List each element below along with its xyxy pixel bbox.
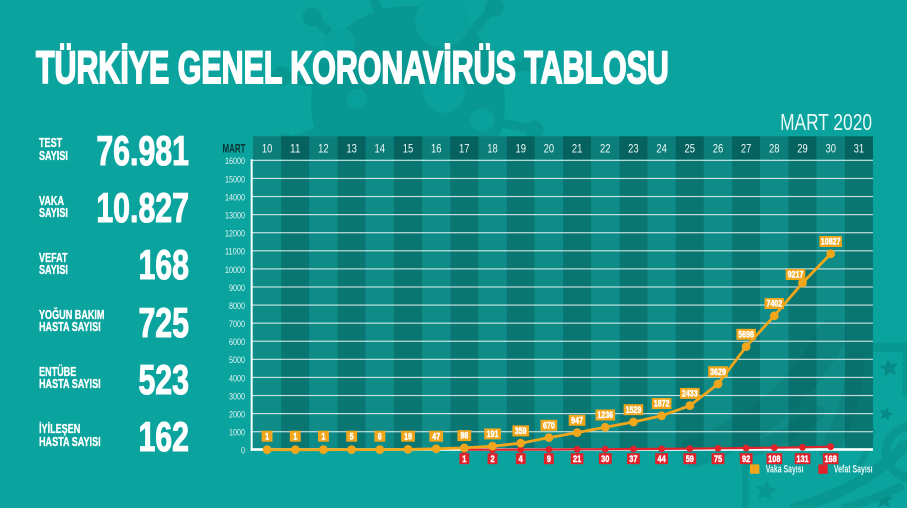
svg-text:27: 27 — [741, 143, 752, 155]
svg-text:1000: 1000 — [229, 428, 245, 438]
svg-text:20: 20 — [544, 143, 555, 155]
svg-text:15000: 15000 — [225, 174, 245, 184]
svg-text:6: 6 — [378, 431, 382, 441]
svg-text:1529: 1529 — [626, 405, 642, 415]
svg-text:9000: 9000 — [229, 283, 245, 293]
svg-text:11: 11 — [290, 143, 301, 155]
svg-text:26: 26 — [713, 143, 724, 155]
svg-text:17: 17 — [459, 143, 470, 155]
svg-text:Vefat Sayısı: Vefat Sayısı — [834, 464, 873, 476]
svg-text:23: 23 — [628, 143, 639, 155]
svg-text:9217: 9217 — [788, 270, 804, 280]
svg-text:13000: 13000 — [225, 211, 245, 221]
svg-text:24: 24 — [656, 143, 667, 155]
svg-text:21: 21 — [573, 454, 581, 464]
svg-text:168: 168 — [825, 454, 837, 464]
svg-text:191: 191 — [487, 429, 499, 439]
svg-text:22: 22 — [600, 143, 611, 155]
svg-text:4: 4 — [519, 454, 523, 464]
svg-text:13: 13 — [346, 143, 357, 155]
svg-text:7402: 7402 — [766, 299, 782, 309]
svg-text:2: 2 — [490, 454, 494, 464]
svg-text:2433: 2433 — [682, 389, 698, 399]
svg-text:37: 37 — [629, 454, 637, 464]
svg-text:44: 44 — [658, 454, 666, 464]
svg-text:30: 30 — [825, 143, 836, 155]
svg-text:18: 18 — [487, 143, 498, 155]
svg-text:10000: 10000 — [225, 265, 245, 275]
svg-text:25: 25 — [685, 143, 696, 155]
svg-text:947: 947 — [571, 415, 583, 425]
svg-text:1: 1 — [293, 431, 297, 441]
svg-text:15: 15 — [403, 143, 414, 155]
svg-text:5000: 5000 — [229, 355, 245, 365]
svg-text:29: 29 — [797, 143, 808, 155]
svg-text:92: 92 — [742, 454, 750, 464]
svg-text:59: 59 — [686, 454, 694, 464]
svg-text:108: 108 — [768, 454, 780, 464]
svg-text:16000: 16000 — [225, 156, 245, 166]
svg-text:19: 19 — [515, 143, 526, 155]
svg-text:10827: 10827 — [821, 237, 841, 247]
svg-text:11000: 11000 — [225, 247, 245, 257]
svg-text:3629: 3629 — [710, 367, 726, 377]
svg-text:12000: 12000 — [225, 229, 245, 239]
svg-text:2000: 2000 — [229, 410, 245, 420]
svg-text:1: 1 — [321, 431, 325, 441]
svg-text:75: 75 — [714, 454, 722, 464]
svg-text:31: 31 — [854, 143, 865, 155]
svg-text:8000: 8000 — [229, 301, 245, 311]
svg-text:4000: 4000 — [229, 373, 245, 383]
svg-text:131: 131 — [796, 454, 808, 464]
svg-text:18: 18 — [404, 431, 412, 441]
svg-text:3000: 3000 — [229, 391, 245, 401]
svg-text:9: 9 — [547, 454, 551, 464]
svg-text:1872: 1872 — [654, 399, 670, 409]
svg-text:21: 21 — [572, 143, 583, 155]
svg-text:16: 16 — [431, 143, 442, 155]
svg-text:Vaka Sayısı: Vaka Sayısı — [766, 464, 804, 476]
svg-text:1236: 1236 — [597, 410, 613, 420]
svg-text:12: 12 — [318, 143, 329, 155]
svg-text:47: 47 — [432, 431, 440, 441]
svg-text:6000: 6000 — [229, 337, 245, 347]
svg-text:1: 1 — [462, 454, 466, 464]
svg-text:0: 0 — [241, 446, 245, 456]
svg-text:30: 30 — [601, 454, 609, 464]
svg-text:14000: 14000 — [225, 192, 245, 202]
svg-text:10: 10 — [262, 143, 273, 155]
svg-text:14: 14 — [375, 143, 386, 155]
svg-text:670: 670 — [543, 420, 555, 430]
svg-text:359: 359 — [515, 426, 527, 436]
svg-text:MART: MART — [223, 142, 246, 156]
svg-text:5: 5 — [350, 431, 354, 441]
svg-text:7000: 7000 — [229, 319, 245, 329]
svg-text:98: 98 — [460, 431, 468, 441]
svg-text:28: 28 — [769, 143, 780, 155]
svg-text:1: 1 — [265, 431, 269, 441]
svg-text:5698: 5698 — [738, 329, 754, 339]
